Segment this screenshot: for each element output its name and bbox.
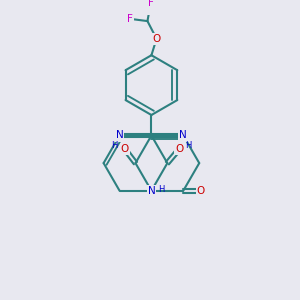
Text: O: O (197, 186, 205, 196)
Text: F: F (148, 0, 154, 8)
Text: H: H (111, 141, 118, 150)
Text: F: F (127, 14, 133, 24)
Text: H: H (185, 141, 192, 150)
Text: O: O (152, 34, 161, 44)
Text: O: O (175, 144, 183, 154)
Text: N: N (116, 130, 123, 140)
Text: O: O (121, 144, 129, 154)
Text: N: N (148, 186, 155, 196)
Text: N: N (179, 130, 187, 140)
Text: H: H (158, 185, 165, 194)
